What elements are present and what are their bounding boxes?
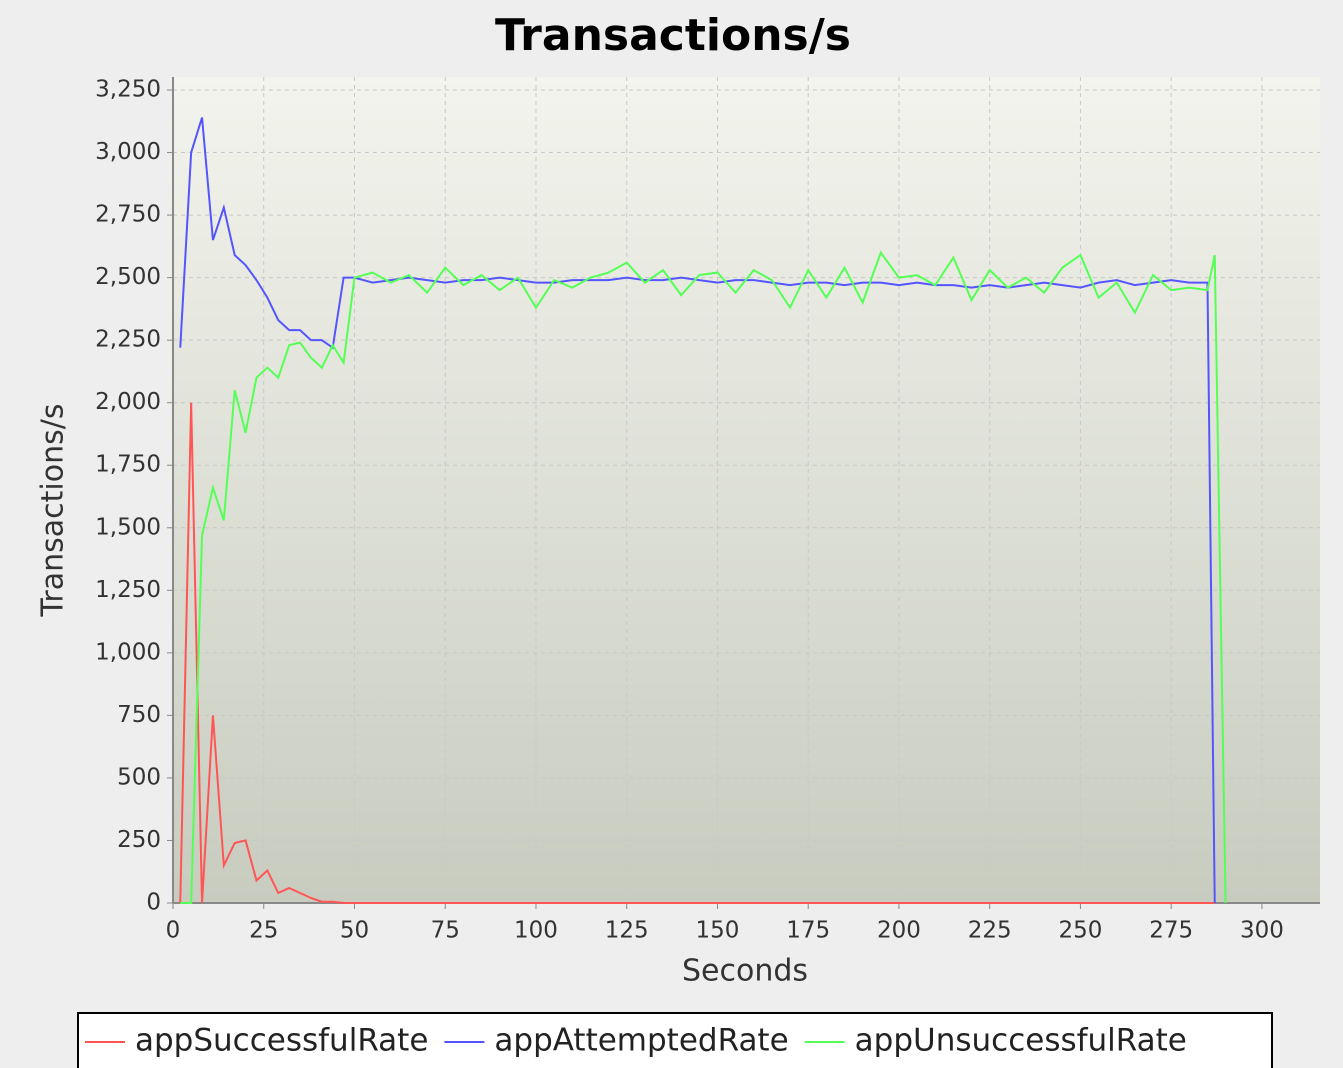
series-line [179,402,1215,904]
series-line [180,250,1227,904]
y-tick-label: 3,000 [95,139,161,165]
x-tick-label: 150 [696,918,740,944]
x-tick-label: 125 [605,918,649,944]
y-tick-label: 1,000 [95,639,161,665]
chart-title: Transactions/s [495,10,851,61]
x-tick-label: 250 [1058,918,1102,944]
y-axis-label: Transactions/s [36,404,71,618]
y-tick-label: 2,000 [95,389,161,415]
plot-area [173,77,1320,903]
y-tick-label: 1,500 [95,514,161,540]
x-tick-label: 300 [1240,918,1284,944]
x-tick-label: 225 [968,918,1012,944]
y-tick-label: 500 [117,764,161,790]
legend-label: appUnsuccessfulRate [855,1023,1187,1059]
y-tick-label: 750 [117,702,161,728]
y-tick-label: 3,250 [95,77,161,103]
series-line [179,117,1216,904]
y-tick-label: 0 [146,890,161,916]
legend-label: appAttemptedRate [494,1023,788,1059]
x-tick-label: 25 [249,918,278,944]
y-tick-label: 2,750 [95,202,161,228]
x-tick-label: 175 [786,918,830,944]
x-tick-label: 50 [340,918,369,944]
legend [77,1012,1273,1068]
x-tick-label: 200 [877,918,921,944]
x-axis-label: Seconds [682,954,808,989]
x-tick-label: 275 [1149,918,1193,944]
y-tick-label: 1,750 [95,452,161,478]
x-tick-label: 75 [431,918,460,944]
y-tick-label: 1,250 [95,577,161,603]
y-tick-label: 2,250 [95,327,161,353]
y-tick-label: 250 [117,827,161,853]
legend-label: appSuccessfulRate [135,1023,428,1059]
x-tick-label: 0 [166,918,181,944]
x-tick-label: 100 [514,918,558,944]
y-tick-label: 2,500 [95,264,161,290]
